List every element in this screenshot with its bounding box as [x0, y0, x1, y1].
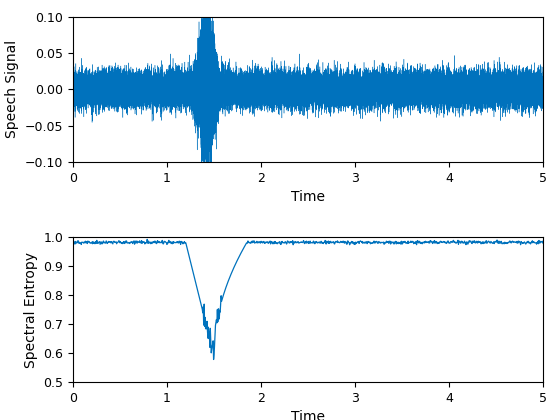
Y-axis label: Spectral Entropy: Spectral Entropy [24, 252, 38, 368]
X-axis label: Time: Time [291, 410, 325, 420]
Y-axis label: Speech Signal: Speech Signal [5, 40, 19, 138]
X-axis label: Time: Time [291, 190, 325, 204]
